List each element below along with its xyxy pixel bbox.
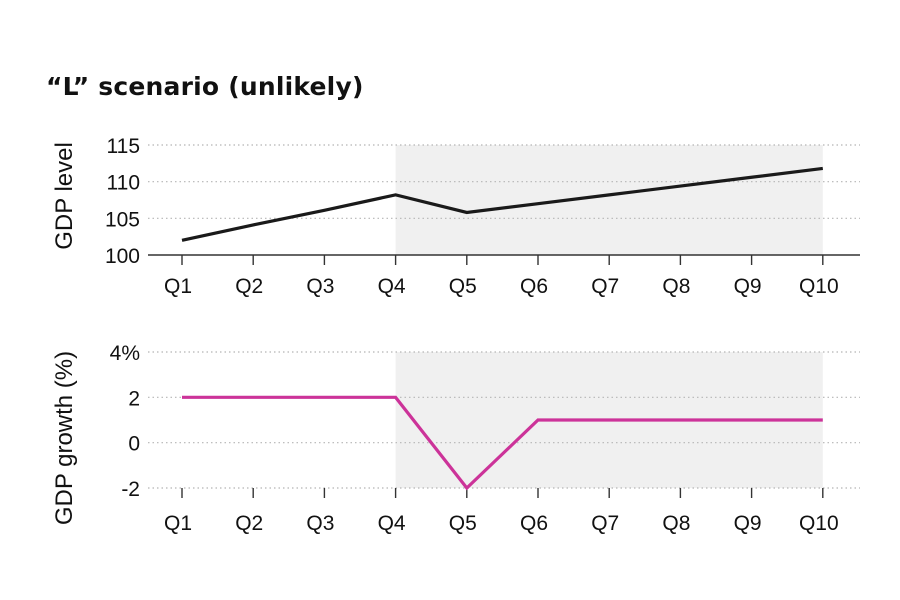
y-tick-label: 115 bbox=[107, 135, 140, 158]
series-line bbox=[182, 395, 823, 491]
x-tick-label: Q4 bbox=[378, 512, 406, 535]
y-tick-label: 0 bbox=[128, 433, 140, 456]
chart-title: “L” scenario (unlikely) bbox=[46, 72, 364, 101]
x-tick-label: Q3 bbox=[306, 275, 334, 298]
x-tick-label: Q5 bbox=[449, 512, 477, 535]
y-tick-label: 110 bbox=[107, 172, 140, 195]
x-tick-label: Q6 bbox=[520, 275, 548, 298]
x-tick-label: Q9 bbox=[734, 275, 762, 298]
x-tick-label: Q7 bbox=[591, 512, 619, 535]
gdp-level-panel: 100 105 110 115 Q1 Q2 Q3 Q4 Q5 Q6 Q7 Q8 Q9 Q10 GDP lev… bbox=[51, 135, 860, 298]
x-tick-label: Q10 bbox=[799, 512, 839, 535]
series-line bbox=[181, 166, 823, 242]
x-tick-label: Q6 bbox=[520, 512, 548, 535]
shaded-region-top bbox=[395, 145, 823, 255]
x-tick-label: Q1 bbox=[164, 512, 192, 535]
y-tick-label: 4% bbox=[110, 342, 140, 365]
x-tick-label: Q8 bbox=[662, 512, 690, 535]
x-tick-label: Q5 bbox=[449, 275, 477, 298]
x-tick-label: Q9 bbox=[734, 512, 762, 535]
y-tick-label: 100 bbox=[105, 245, 140, 268]
x-tick-label: Q4 bbox=[378, 275, 406, 298]
y-axis-label: GDP growth (%) bbox=[51, 351, 78, 525]
x-tick-label: Q2 bbox=[235, 512, 263, 535]
x-tick-label: Q7 bbox=[591, 275, 619, 298]
x-tick-label: Q3 bbox=[306, 512, 334, 535]
y-axis-label: GDP level bbox=[51, 142, 78, 250]
gdp-growth-panel: -2 0 2 4% Q1 Q2 Q3 Q4 Q5 Q6 Q7 Q8 Q9 Q10 GDP growth (%… bbox=[51, 342, 860, 535]
x-tick-label: Q2 bbox=[235, 275, 263, 298]
y-tick-label: -2 bbox=[121, 478, 140, 501]
y-tick-label: 2 bbox=[128, 387, 140, 410]
x-tick-label: Q1 bbox=[164, 275, 192, 298]
y-tick-label: 105 bbox=[105, 208, 140, 231]
x-tick-label: Q10 bbox=[799, 275, 839, 298]
x-tick-label: Q8 bbox=[662, 275, 690, 298]
